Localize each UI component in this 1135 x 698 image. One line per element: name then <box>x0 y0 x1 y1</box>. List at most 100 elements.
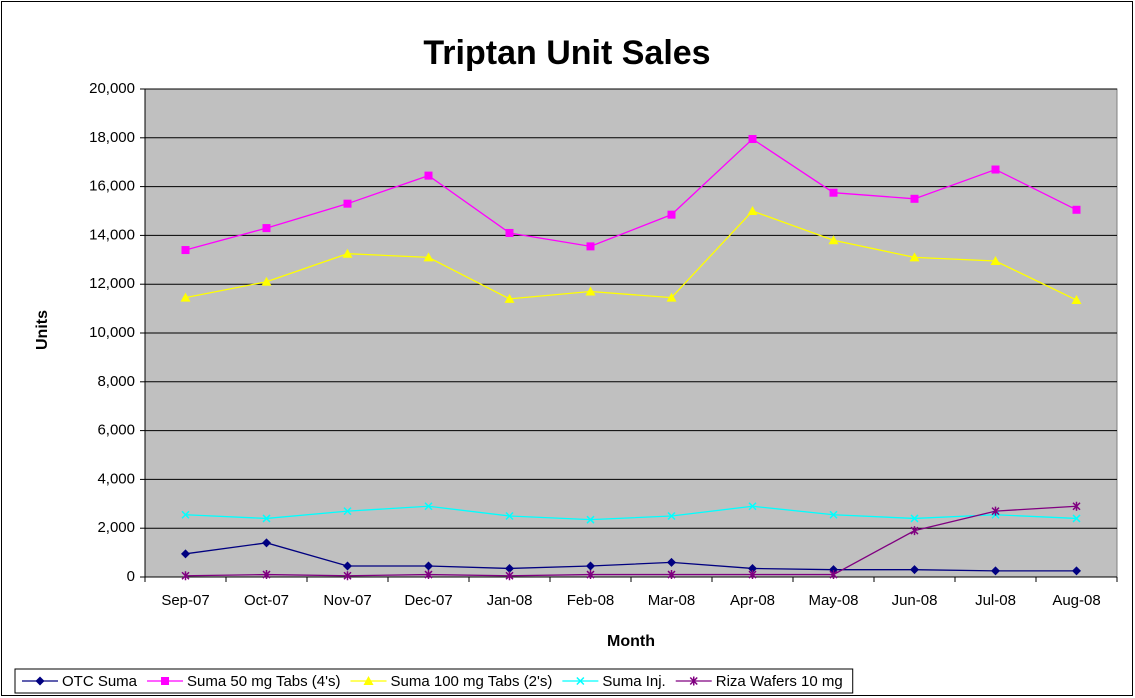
chart-title: Triptan Unit Sales <box>423 34 710 72</box>
y-tick-label: 10,000 <box>89 324 135 341</box>
y-tick-label: 6,000 <box>97 422 135 439</box>
x-tick-label: Apr-08 <box>730 592 775 609</box>
marker <box>586 561 595 571</box>
y-tick-label: 8,000 <box>97 373 135 390</box>
marker <box>423 252 434 262</box>
legend-label: OTC Suma <box>62 673 138 690</box>
marker <box>666 292 677 302</box>
x-tick-label: Dec-07 <box>404 592 452 609</box>
marker <box>585 286 596 296</box>
marker <box>828 235 839 245</box>
marker <box>343 199 352 208</box>
marker <box>1072 501 1081 511</box>
marker <box>909 252 920 262</box>
marker <box>363 676 374 685</box>
marker <box>424 561 433 571</box>
series-line <box>185 210 1077 301</box>
marker <box>829 570 838 580</box>
marker <box>748 563 757 573</box>
marker <box>343 561 352 571</box>
marker <box>505 563 514 573</box>
marker <box>667 210 676 219</box>
x-tick-label: Nov-07 <box>323 592 371 609</box>
marker <box>748 502 757 511</box>
x-tick-label: Jun-08 <box>892 592 938 609</box>
marker <box>1072 566 1081 576</box>
marker <box>1072 514 1081 523</box>
marker <box>261 276 272 286</box>
marker <box>910 565 919 575</box>
marker <box>342 248 353 258</box>
marker <box>181 549 190 559</box>
legend-label: Suma Inj. <box>602 673 665 690</box>
marker <box>180 292 191 302</box>
x-tick-label: Feb-08 <box>567 592 615 609</box>
x-tick-label: Mar-08 <box>648 592 696 609</box>
marker <box>667 511 676 521</box>
y-tick-label: 16,000 <box>89 178 135 195</box>
x-tick-label: Oct-07 <box>244 592 289 609</box>
series-line <box>185 505 1077 521</box>
marker <box>262 538 271 548</box>
legend-label: Suma 100 mg Tabs (2's) <box>391 673 553 690</box>
marker <box>689 676 698 686</box>
marker <box>424 570 433 580</box>
y-tick-label: 18,000 <box>89 129 135 146</box>
marker <box>667 557 676 567</box>
y-tick-label: 4,000 <box>97 470 135 487</box>
marker <box>35 676 45 686</box>
marker <box>505 571 514 581</box>
marker <box>343 571 352 581</box>
x-axis-label: Month <box>607 633 655 650</box>
marker <box>991 506 1000 516</box>
y-tick-label: 14,000 <box>89 226 135 243</box>
series-line <box>185 505 1077 577</box>
marker <box>667 570 676 580</box>
marker <box>262 224 271 233</box>
x-tick-label: May-08 <box>808 592 858 609</box>
marker <box>910 514 919 523</box>
marker <box>1072 205 1081 214</box>
marker <box>991 165 1000 174</box>
series-line <box>185 542 1077 572</box>
marker <box>586 242 595 251</box>
x-tick-label: Jan-08 <box>487 592 533 609</box>
marker <box>505 228 514 237</box>
marker <box>343 507 352 516</box>
marker <box>829 510 838 519</box>
y-tick-label: 12,000 <box>89 275 135 292</box>
marker <box>586 570 595 580</box>
marker <box>424 502 433 511</box>
marker <box>181 510 190 519</box>
marker <box>748 570 757 580</box>
marker <box>576 676 585 686</box>
marker <box>990 256 1001 266</box>
x-tick-label: Sep-07 <box>161 592 209 609</box>
marker <box>505 511 514 521</box>
marker <box>1071 295 1082 305</box>
marker <box>748 135 757 144</box>
marker <box>504 293 515 303</box>
y-tick-label: 0 <box>127 568 135 585</box>
marker <box>262 570 271 580</box>
marker <box>181 246 190 255</box>
legend-label: Suma 50 mg Tabs (4's) <box>187 673 341 690</box>
marker <box>424 171 433 180</box>
marker <box>747 206 758 215</box>
marker <box>829 188 838 197</box>
marker <box>991 566 1000 576</box>
y-tick-label: 2,000 <box>97 519 135 536</box>
y-axis-label: Units <box>34 310 51 350</box>
marker <box>910 194 919 203</box>
legend-label: Riza Wafers 10 mg <box>716 673 843 690</box>
x-tick-label: Jul-08 <box>975 592 1016 609</box>
marker <box>586 515 595 524</box>
y-tick-label: 20,000 <box>89 80 135 97</box>
marker <box>181 571 190 581</box>
legend: OTC Suma Suma 50 mg Tabs (4's) Suma 100 mg… <box>14 668 854 694</box>
series-line <box>185 138 1077 251</box>
x-tick-label: Aug-08 <box>1052 592 1100 609</box>
marker <box>161 677 170 685</box>
marker <box>262 514 271 523</box>
